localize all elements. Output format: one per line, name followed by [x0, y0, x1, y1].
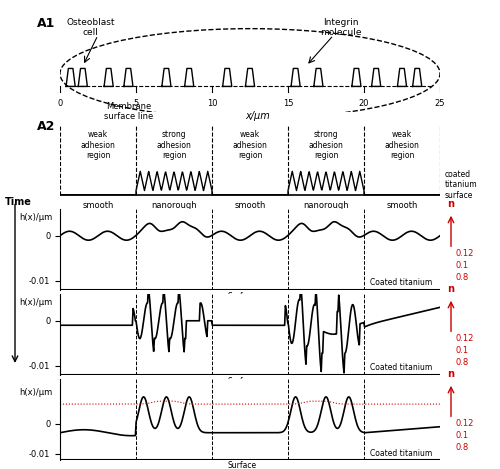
Text: 0.12: 0.12 [455, 419, 473, 428]
Text: 0.1: 0.1 [455, 261, 468, 270]
Text: 0.1: 0.1 [455, 346, 468, 355]
Text: Membrane
surface line: Membrane surface line [104, 102, 153, 121]
Text: 5: 5 [134, 99, 138, 108]
Text: h(x)/μm: h(x)/μm [19, 213, 52, 222]
Text: Coated titanium: Coated titanium [370, 363, 432, 372]
Text: Osteoblast
cell: Osteoblast cell [66, 18, 114, 37]
Text: 0.8: 0.8 [455, 273, 468, 282]
Text: strong
adhesion
region: strong adhesion region [156, 130, 192, 160]
Text: smooth: smooth [386, 201, 418, 210]
Text: Coated titanium: Coated titanium [370, 449, 432, 458]
Text: Time: Time [5, 197, 32, 207]
Text: A2: A2 [37, 121, 56, 133]
Text: h(x)/μm: h(x)/μm [19, 388, 52, 397]
Text: 0: 0 [58, 99, 62, 108]
Text: smooth: smooth [234, 201, 266, 210]
Text: 0.8: 0.8 [455, 358, 468, 367]
Text: n: n [448, 369, 454, 379]
Text: smooth: smooth [82, 201, 114, 210]
Text: 15: 15 [283, 99, 293, 108]
Text: A1: A1 [37, 17, 56, 30]
Text: coated
titanium
surface: coated titanium surface [444, 170, 477, 200]
Text: 0.12: 0.12 [455, 334, 473, 343]
Text: 10: 10 [207, 99, 217, 108]
Text: 25: 25 [435, 99, 446, 108]
Text: Surface: Surface [228, 292, 257, 301]
Text: strong
adhesion
region: strong adhesion region [308, 130, 344, 160]
Text: weak
adhesion
region: weak adhesion region [80, 130, 116, 160]
Text: weak
adhesion
region: weak adhesion region [232, 130, 268, 160]
Text: n: n [448, 284, 454, 294]
Text: 0.1: 0.1 [455, 431, 468, 440]
Text: 0.8: 0.8 [455, 443, 468, 452]
Text: 20: 20 [359, 99, 369, 108]
Text: nanorough: nanorough [151, 201, 197, 210]
Text: n: n [448, 199, 454, 209]
Text: weak
adhesion
region: weak adhesion region [384, 130, 420, 160]
Text: Surface: Surface [228, 377, 257, 386]
Text: h(x)/μm: h(x)/μm [19, 298, 52, 307]
Text: x/μm: x/μm [245, 111, 270, 121]
Text: nanorough: nanorough [303, 201, 349, 210]
Text: Integrin
molecule: Integrin molecule [320, 18, 362, 37]
Text: Surface: Surface [228, 461, 257, 469]
Text: 0.12: 0.12 [455, 249, 473, 257]
Text: Coated titanium: Coated titanium [370, 278, 432, 287]
